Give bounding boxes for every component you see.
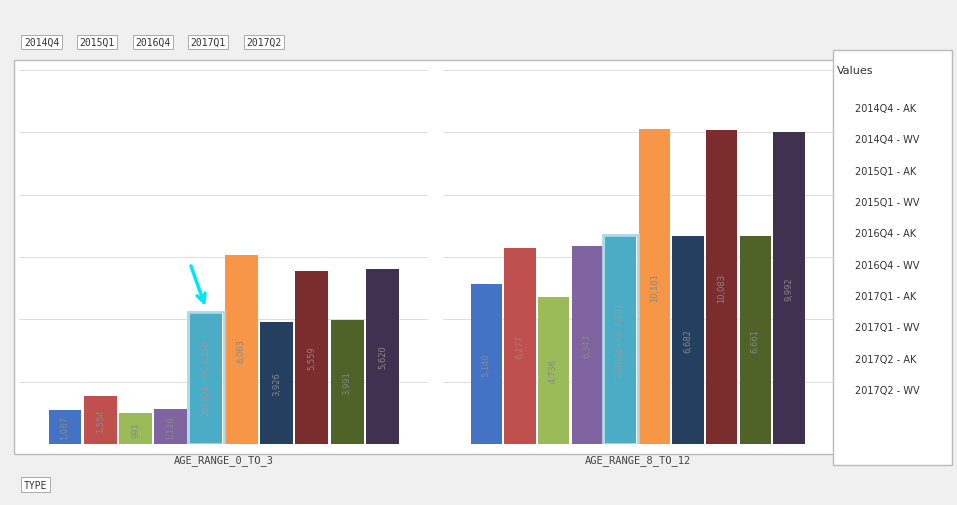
Bar <box>296 271 328 444</box>
Text: TYPE: TYPE <box>24 480 48 490</box>
Bar <box>603 236 638 444</box>
Text: 2014Q4 - WV: 2014Q4 - WV <box>855 135 919 145</box>
Text: 2016Q4 - AK: 2016Q4 - AK <box>855 229 916 239</box>
Text: 2016Q4 - AK, 6,697: 2016Q4 - AK, 6,697 <box>616 303 625 377</box>
Text: 2015Q1 - WV: 2015Q1 - WV <box>855 197 919 208</box>
Text: 3,991: 3,991 <box>343 370 351 394</box>
Text: 2017Q1 - WV: 2017Q1 - WV <box>855 323 919 333</box>
Text: 5,559: 5,559 <box>307 346 317 370</box>
Bar <box>673 236 703 444</box>
Bar <box>260 322 293 444</box>
Bar <box>49 411 81 444</box>
Text: 10,101: 10,101 <box>650 273 659 301</box>
Text: Values: Values <box>837 66 874 76</box>
Text: 1,087: 1,087 <box>60 416 70 439</box>
Text: 1,116: 1,116 <box>167 415 175 439</box>
Text: 1,554: 1,554 <box>96 409 104 432</box>
Bar <box>605 236 636 444</box>
Bar <box>504 249 536 444</box>
Text: 2017Q1 - AK: 2017Q1 - AK <box>855 291 916 301</box>
Text: 3,926: 3,926 <box>272 371 281 395</box>
Text: STATE: STATE <box>844 82 875 92</box>
Text: 2015Q1 - AK: 2015Q1 - AK <box>855 166 916 176</box>
Bar <box>538 297 569 444</box>
Text: 10,083: 10,083 <box>717 273 726 302</box>
Text: 6,343: 6,343 <box>583 334 591 358</box>
Bar <box>638 130 670 444</box>
Bar <box>740 237 771 444</box>
Bar <box>331 320 364 444</box>
Bar <box>188 312 224 444</box>
Text: 6,277: 6,277 <box>516 335 524 359</box>
Text: 2017Q1: 2017Q1 <box>190 38 226 48</box>
Text: 2016Q4 - WV: 2016Q4 - WV <box>855 260 919 270</box>
Bar <box>119 414 152 444</box>
Text: 991: 991 <box>131 421 140 437</box>
Text: ▼: ▼ <box>928 82 936 92</box>
Text: 2017Q2: 2017Q2 <box>246 38 281 48</box>
Bar <box>706 130 737 444</box>
Bar <box>471 284 502 444</box>
Text: 2014Q4: 2014Q4 <box>24 38 59 48</box>
Text: 5,140: 5,140 <box>481 352 491 376</box>
Text: 2016Q4: 2016Q4 <box>135 38 170 48</box>
Text: 6,063: 6,063 <box>236 338 246 362</box>
Bar <box>571 247 603 444</box>
Text: 6,661: 6,661 <box>751 329 760 352</box>
Text: 2015Q1: 2015Q1 <box>79 38 115 48</box>
Bar <box>366 269 399 444</box>
Text: 6,682: 6,682 <box>683 328 693 352</box>
Text: 2014Q4 - AK: 2014Q4 - AK <box>855 104 916 114</box>
Bar <box>84 396 117 444</box>
Text: 4,736: 4,736 <box>549 359 558 383</box>
Bar <box>773 133 805 444</box>
Bar <box>225 256 257 444</box>
Text: 2017Q2 - AK: 2017Q2 - AK <box>855 354 916 364</box>
Text: 5,620: 5,620 <box>378 345 387 369</box>
Bar <box>154 410 188 444</box>
Text: 2017Q2 - WV: 2017Q2 - WV <box>855 385 920 395</box>
Bar <box>189 312 222 444</box>
Text: 2016Q4 - AK, 4,250: 2016Q4 - AK, 4,250 <box>202 341 211 415</box>
Text: 9,992: 9,992 <box>785 277 793 300</box>
